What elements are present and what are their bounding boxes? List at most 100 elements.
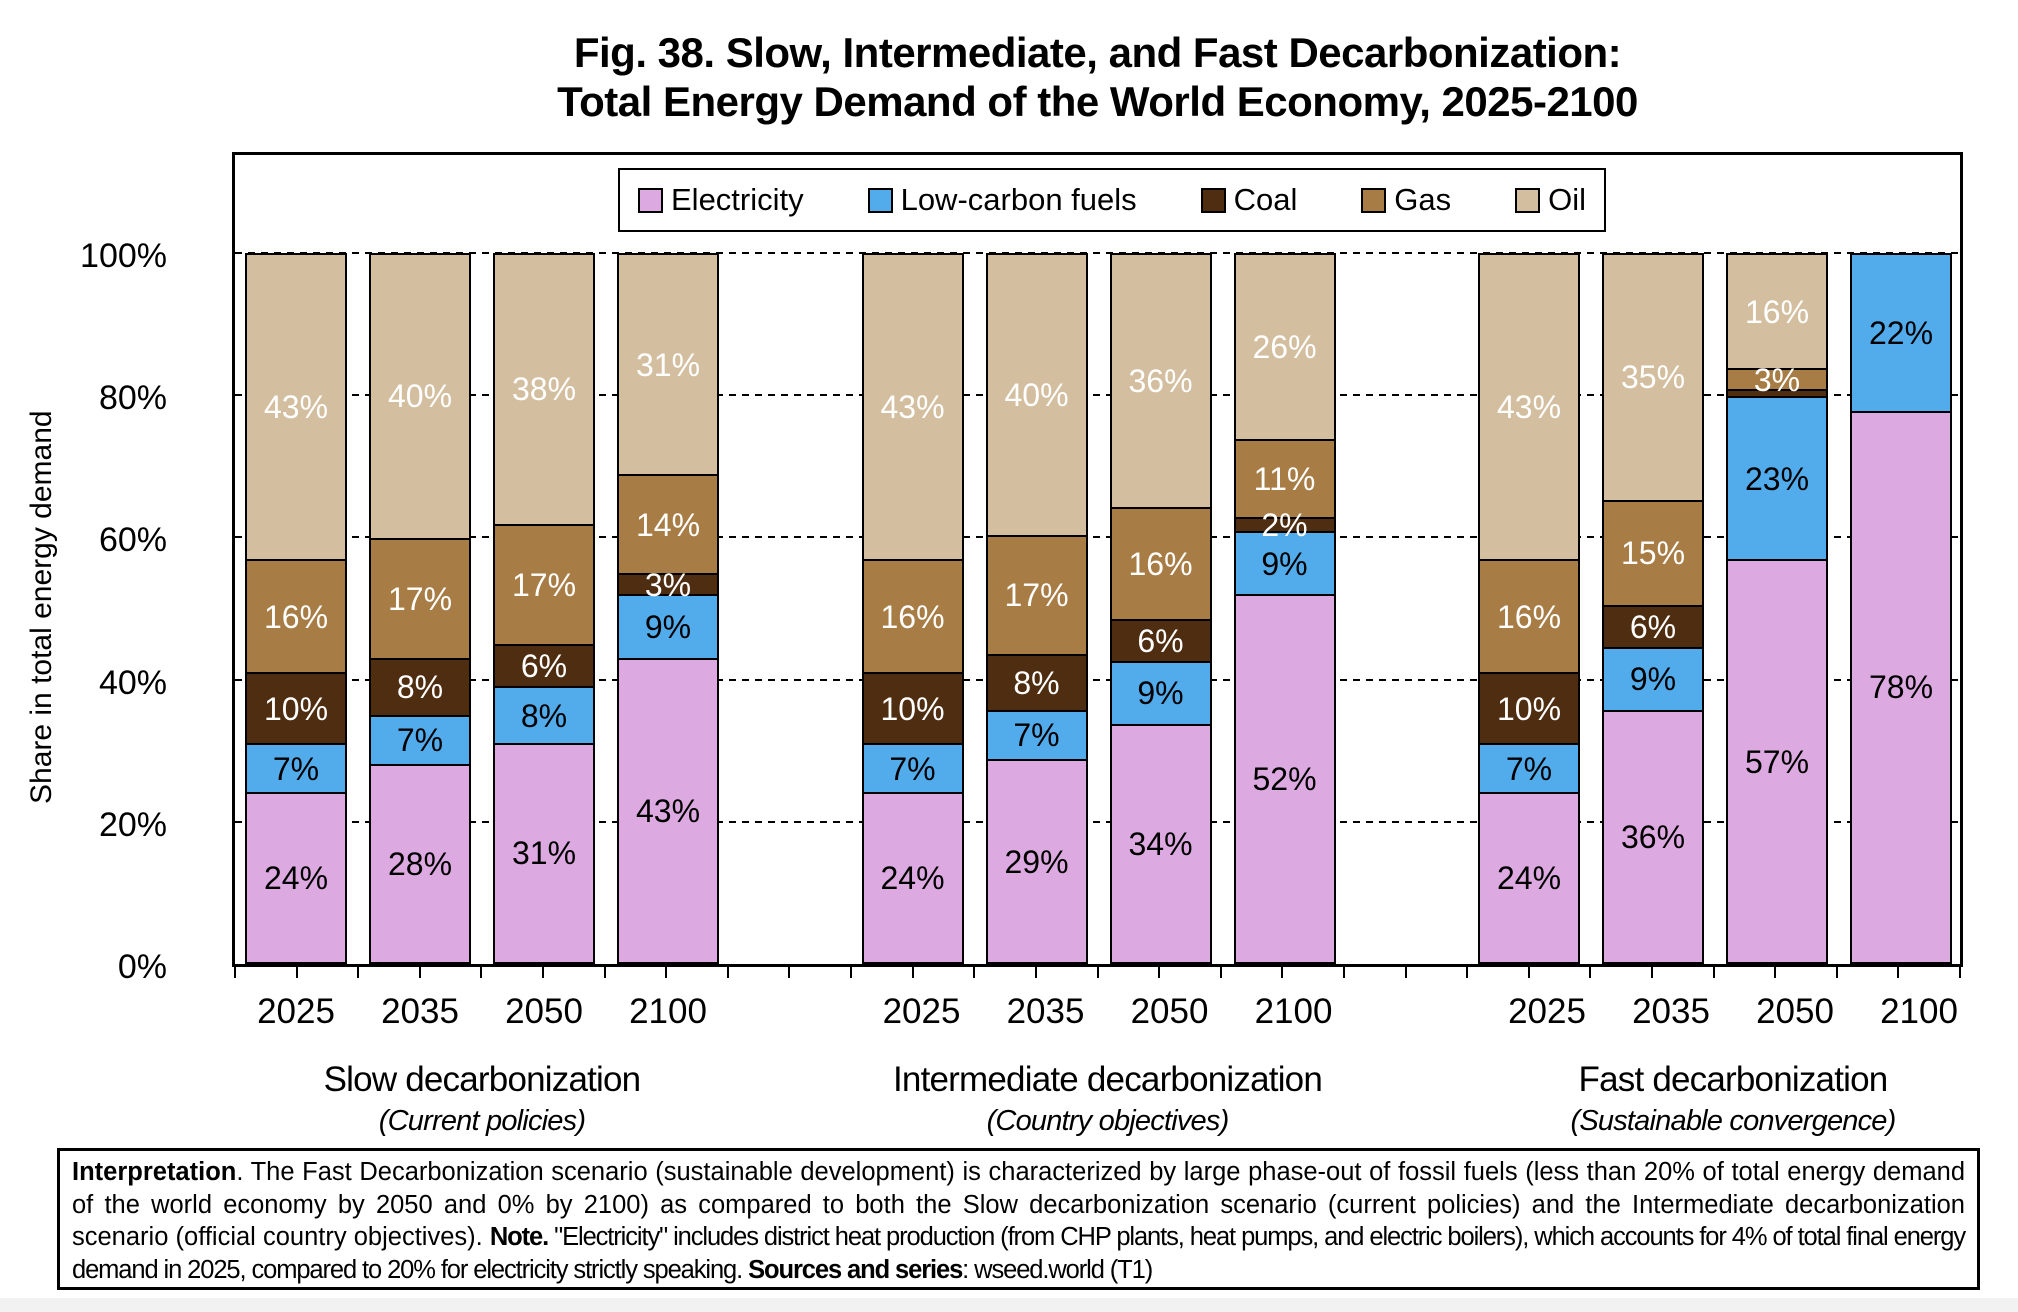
x-axis-tick bbox=[1466, 965, 1469, 978]
x-axis-tick bbox=[1527, 965, 1530, 978]
segment-gas: 14% bbox=[619, 474, 717, 574]
legend-item-electricity: Electricity bbox=[638, 182, 804, 218]
year-label-2100: 2100 bbox=[1880, 992, 1958, 1031]
segment-coal bbox=[1728, 389, 1826, 397]
interpretation-text-part: Note. bbox=[489, 1223, 549, 1251]
legend-swatch-icon bbox=[1515, 187, 1541, 213]
interpretation-text-part: : wseed.world (T1) bbox=[962, 1255, 1153, 1284]
segment-value-label: 28% bbox=[387, 846, 453, 883]
year-label-2035: 2035 bbox=[381, 992, 459, 1031]
segment-value-label: 6% bbox=[1137, 622, 1184, 659]
segment-value-label: 24% bbox=[1496, 860, 1562, 897]
segment-coal: 8% bbox=[371, 658, 469, 715]
bar-group-1: 43% 16% 10% 7% 24% 40% 17% 8% 7% 29% 36% 16% 6% 9% 34%… bbox=[861, 253, 1336, 964]
segment-electricity: 24% bbox=[1480, 792, 1578, 962]
x-axis-tick bbox=[973, 965, 976, 978]
segment-value-label: 16% bbox=[1128, 545, 1193, 582]
scenario-labels: Slow decarbonization (Current policies) In… bbox=[235, 1060, 1978, 1138]
segment-value-label: 24% bbox=[263, 860, 329, 897]
segment-coal: 10% bbox=[1480, 672, 1578, 743]
x-axis-tick bbox=[1959, 965, 1961, 978]
segment-value-label: 17% bbox=[387, 580, 453, 617]
segment-value-label: 43% bbox=[1496, 389, 1562, 426]
x-axis-year-labels: 2025 2035 2050 2100 2025 2035 2050 2100 2025 2035… bbox=[235, 992, 1978, 1032]
segment-electricity: 78% bbox=[1852, 410, 1950, 962]
segment-coal: 6% bbox=[1604, 604, 1702, 647]
scenario-name: Intermediate decarbonization bbox=[893, 1060, 1323, 1099]
segment-electricity: 24% bbox=[863, 792, 962, 962]
segment-value-label: 7% bbox=[1505, 750, 1553, 787]
x-axis-tick bbox=[418, 965, 421, 978]
x-axis-tick bbox=[603, 965, 606, 978]
x-axis-tick bbox=[480, 965, 483, 978]
legend-label: Oil bbox=[1548, 182, 1586, 217]
segment-value-label: 6% bbox=[520, 648, 568, 685]
segment-oil: 26% bbox=[1235, 255, 1334, 439]
gridline-80 bbox=[235, 394, 1960, 397]
segment-value-label: 10% bbox=[1496, 690, 1562, 727]
segment-gas: 17% bbox=[987, 534, 1086, 654]
scenario-name: Fast decarbonization bbox=[1578, 1060, 1889, 1099]
segment-low-carbon-fuels: 22% bbox=[1852, 255, 1950, 411]
segment-value-label: 43% bbox=[880, 389, 945, 426]
scenario-subtitle: (Sustainable convergence) bbox=[1570, 1105, 1897, 1137]
x-axis-tick bbox=[665, 965, 668, 978]
x-axis-tick bbox=[788, 965, 791, 978]
legend-label: Gas bbox=[1394, 182, 1452, 217]
segment-low-carbon-fuels: 23% bbox=[1728, 396, 1826, 560]
segment-value-label: 24% bbox=[880, 860, 945, 897]
segment-low-carbon-fuels: 9% bbox=[1604, 646, 1702, 710]
x-axis-tick bbox=[1034, 965, 1037, 978]
segment-electricity: 36% bbox=[1604, 710, 1702, 962]
segment-value-label: 16% bbox=[880, 598, 945, 635]
segment-low-carbon-fuels: 7% bbox=[987, 709, 1086, 759]
legend-swatch-icon bbox=[1200, 187, 1226, 213]
segment-electricity: 43% bbox=[619, 658, 717, 962]
year-label-2100: 2100 bbox=[1254, 992, 1333, 1031]
x-axis-tick bbox=[1158, 965, 1161, 978]
bar-group-2: 43% 16% 10% 7% 24% 35% 15% 6% 9% 36% 16% 3% 23% 57% 22… bbox=[1478, 253, 1952, 964]
segment-value-label: 7% bbox=[272, 750, 320, 787]
year-label-2025: 2025 bbox=[257, 992, 335, 1031]
segment-coal: 6% bbox=[495, 643, 593, 687]
segment-coal: 8% bbox=[987, 653, 1086, 710]
scenario-name: Slow decarbonization bbox=[323, 1060, 642, 1099]
segment-value-label: 36% bbox=[1128, 362, 1193, 399]
page-bottom-edge bbox=[0, 1298, 2018, 1312]
interpretation-text-part: . The Fast Decarbonization scenario (sus… bbox=[72, 1158, 1965, 1251]
segment-value-label: 22% bbox=[1868, 314, 1934, 351]
legend-label: Electricity bbox=[671, 182, 804, 217]
bar-fast-2035: 35% 15% 6% 9% 36% bbox=[1602, 253, 1704, 964]
x-axis-tick bbox=[1650, 965, 1653, 978]
scenario-1: Intermediate decarbonization (Country obj… bbox=[871, 1060, 1345, 1138]
segment-gas: 15% bbox=[1604, 499, 1702, 605]
segment-gas: 17% bbox=[371, 537, 469, 659]
segment-oil: 35% bbox=[1604, 255, 1702, 500]
segment-low-carbon-fuels: 9% bbox=[1235, 530, 1334, 595]
bar-fast-2100: 22% 78% bbox=[1850, 253, 1952, 964]
legend-label: Coal bbox=[1233, 182, 1298, 217]
scenario-2: Fast decarbonization (Sustainable converg… bbox=[1496, 1060, 1970, 1138]
x-axis-tick bbox=[1219, 965, 1222, 978]
bar-intermediate-2025: 43% 16% 10% 7% 24% bbox=[861, 253, 964, 964]
segment-low-carbon-fuels: 7% bbox=[863, 742, 962, 793]
segment-value-label: 16% bbox=[1496, 598, 1562, 635]
scenario-0: Slow decarbonization (Current policies) bbox=[245, 1060, 719, 1138]
legend-item-gas: Gas bbox=[1361, 182, 1451, 218]
segment-value-label: 57% bbox=[1744, 743, 1810, 780]
legend: Electricity Low-carbon fuels Coal Gas Oil bbox=[618, 168, 1606, 232]
gridline-60 bbox=[235, 536, 1960, 539]
bar-slow-2100: 31% 14% 3% 9% 43% bbox=[617, 253, 719, 964]
segment-value-label: 52% bbox=[1252, 761, 1317, 798]
year-label-group-1: 2025 2035 2050 2100 bbox=[871, 992, 1345, 1032]
x-axis-tick bbox=[1589, 965, 1592, 978]
segment-electricity: 52% bbox=[1235, 594, 1334, 962]
segment-low-carbon-fuels: 9% bbox=[1111, 660, 1210, 724]
segment-value-label: 9% bbox=[644, 609, 692, 646]
bar-intermediate-2050: 36% 16% 6% 9% 34% bbox=[1109, 253, 1212, 964]
x-axis-tick bbox=[1281, 965, 1284, 978]
segment-oil: 40% bbox=[371, 255, 469, 538]
segment-gas: 3% bbox=[1728, 364, 1826, 396]
segment-electricity: 28% bbox=[371, 764, 469, 962]
x-axis-tick bbox=[1096, 965, 1099, 978]
